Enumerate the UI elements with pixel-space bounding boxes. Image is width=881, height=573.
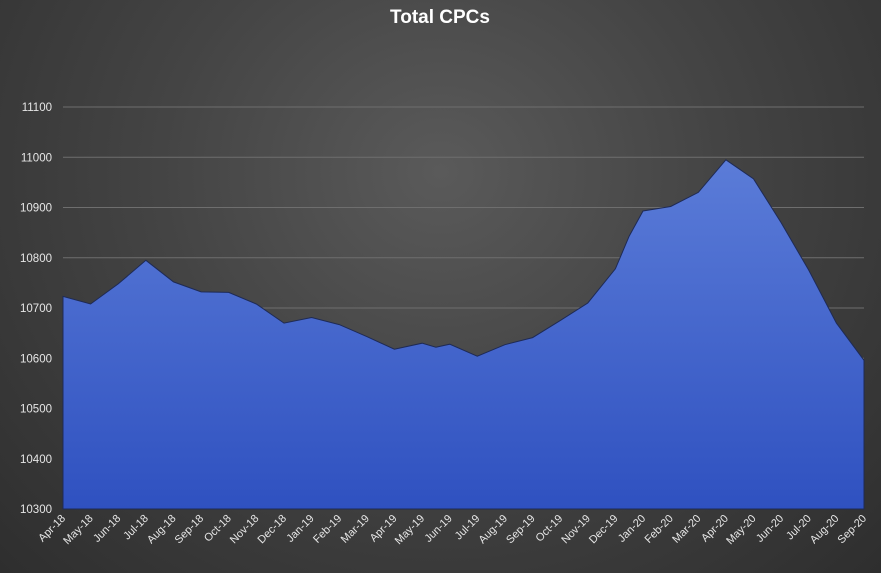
x-tick-label: Sep-20 bbox=[836, 513, 870, 547]
x-tick-label: Jan-20 bbox=[616, 513, 648, 545]
y-tick-label: 11000 bbox=[21, 152, 52, 164]
x-tick-label: Sep-18 bbox=[173, 513, 207, 547]
x-tick-label: Sep-19 bbox=[504, 513, 538, 547]
x-tick-label: Nov-19 bbox=[559, 513, 593, 547]
x-tick-label: Aug-19 bbox=[476, 513, 510, 547]
x-tick-label: Jun-18 bbox=[91, 513, 123, 545]
x-tick-label: Dec-19 bbox=[587, 513, 621, 547]
x-tick-label: May-18 bbox=[61, 513, 95, 547]
x-axis: Apr-18May-18Jun-18Jul-18Aug-18Sep-18Oct-… bbox=[36, 513, 869, 547]
x-tick-label: Feb-20 bbox=[643, 513, 676, 546]
x-tick-label: May-19 bbox=[393, 513, 427, 547]
x-tick-label: Mar-19 bbox=[339, 513, 372, 546]
y-tick-label: 11100 bbox=[22, 102, 52, 114]
chart-title: Total CPCs bbox=[390, 7, 490, 28]
x-tick-label: Jun-19 bbox=[423, 513, 455, 545]
x-tick-label: Nov-18 bbox=[228, 513, 262, 547]
x-tick-label: Feb-19 bbox=[311, 513, 344, 546]
y-tick-label: 10700 bbox=[20, 303, 52, 315]
y-tick-label: 10900 bbox=[20, 203, 52, 215]
x-tick-label: May-20 bbox=[724, 513, 758, 547]
area-series bbox=[62, 159, 865, 510]
y-axis: 10300 10400 10500 10600 10700 10800 10900 11000… bbox=[20, 102, 52, 516]
x-tick-label: Aug-20 bbox=[808, 513, 842, 547]
y-tick-label: 10300 bbox=[20, 504, 52, 516]
x-tick-label: Dec-18 bbox=[256, 513, 290, 547]
x-tick-label: Jan-19 bbox=[284, 513, 316, 545]
y-tick-label: 10500 bbox=[20, 404, 52, 416]
x-tick-label: Aug-18 bbox=[145, 513, 179, 547]
y-tick-label: 10400 bbox=[20, 454, 52, 466]
x-tick-label: Jun-20 bbox=[754, 513, 786, 545]
x-tick-label: Mar-20 bbox=[670, 513, 703, 546]
y-tick-label: 10600 bbox=[20, 353, 52, 365]
y-tick-label: 10800 bbox=[20, 253, 52, 265]
